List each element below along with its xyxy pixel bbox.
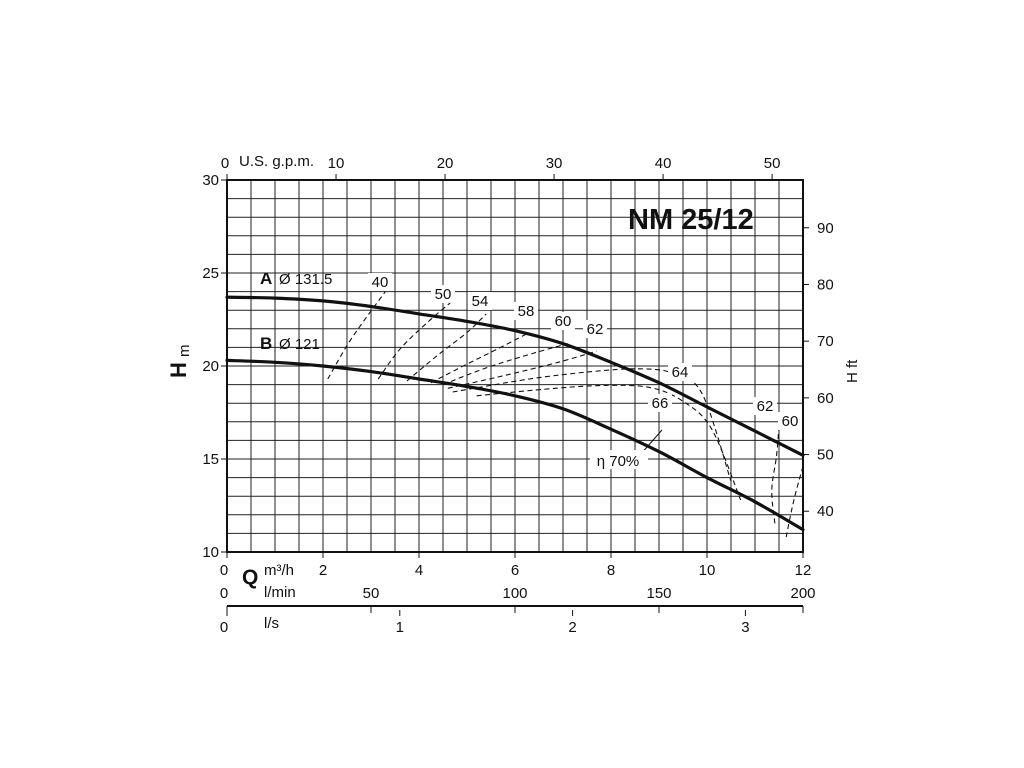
efficiency-label-54: 54 [472, 293, 489, 310]
efficiency-label-bg [778, 412, 802, 430]
lmin-tick-label: 0 [220, 585, 228, 602]
x-tick-label: 10 [699, 562, 716, 579]
efficiency-curve-60 [442, 343, 568, 386]
y-tick-label: 20 [202, 358, 219, 375]
x-tick-label: 12 [795, 562, 812, 579]
efficiency-label-bg [753, 397, 777, 415]
lmin-tick-label: 150 [646, 585, 671, 602]
x-tick-label: 6 [511, 562, 519, 579]
series-name-A: A [260, 269, 272, 288]
efficiency-curves [327, 291, 804, 538]
efficiency-label-64: 64 [672, 364, 689, 381]
efficiency-label-bg [668, 363, 692, 381]
efficiency-label-50: 50 [435, 286, 452, 303]
efficiency-curve-58 [430, 332, 530, 384]
x-tick-label: 0 [220, 562, 228, 579]
efficiency-label-60: 60 [782, 413, 799, 430]
y-tick-label: 10 [202, 544, 219, 561]
efficiency-label-66: 66 [652, 395, 669, 412]
ls-tick-label: 2 [568, 619, 576, 636]
y-right-tick-label: 70 [817, 333, 834, 350]
efficiency-label-bg [368, 273, 392, 291]
efficiency-curve-60 [785, 466, 804, 538]
x-top-tick-label: 50 [764, 155, 781, 172]
series-name-B: B [260, 334, 272, 353]
efficiency-label-60: 60 [555, 313, 572, 330]
ls-tick-label: 1 [396, 619, 404, 636]
efficiency-label-bg [648, 394, 672, 412]
x-tick-label: 4 [415, 562, 423, 579]
series-diameter-A: Ø 131.5 [279, 271, 332, 288]
efficiency-label-bg [431, 285, 455, 303]
efficiency-label-bg [551, 312, 575, 330]
x-top-tick-label: 0 [221, 155, 229, 172]
efficiency-curve-64 [452, 368, 732, 482]
efficiency-label-62: 62 [757, 398, 774, 415]
x-axis-lmin-label: l/min [264, 584, 296, 601]
efficiency-curve-66 [476, 384, 742, 501]
lmin-tick-label: 50 [363, 585, 380, 602]
x-tick-label: 8 [607, 562, 615, 579]
efficiency-curve-50 [377, 300, 453, 380]
efficiency-curve-40 [327, 291, 386, 380]
y-right-tick-label: 80 [817, 276, 834, 293]
efficiency-label-bg [514, 302, 538, 320]
lmin-tick-label: 200 [790, 585, 815, 602]
y-right-tick-label: 40 [817, 503, 834, 520]
y-right-tick-label: 60 [817, 390, 834, 407]
efficiency-curve-54 [406, 313, 487, 382]
chart-title: NM 25/12 [628, 204, 754, 236]
efficiency-label-bg [583, 320, 607, 338]
eta-annotation: η 70% [597, 453, 640, 470]
y-right-tick-label: 50 [817, 447, 834, 464]
x-tick-label: 2 [319, 562, 327, 579]
x-top-tick-label: 30 [546, 155, 563, 172]
ls-tick-label: 3 [741, 619, 749, 636]
efficiency-label-58: 58 [518, 303, 535, 320]
efficiency-label-bg [468, 292, 492, 310]
series-diameter-B: Ø 121 [279, 336, 320, 353]
x-axis-symbol: Q [242, 566, 258, 589]
lmin-tick-label: 100 [502, 585, 527, 602]
head-curve-B [225, 358, 805, 532]
head-curve-A [225, 295, 805, 457]
y-axis-unit: m [176, 345, 193, 358]
ls-tick-label: 0 [220, 619, 228, 636]
y-right-tick-label: 90 [817, 220, 834, 237]
y-axis-symbol: H [166, 362, 191, 378]
head-curves [225, 295, 805, 532]
y-tick-label: 30 [202, 172, 219, 189]
x-top-tick-label: 40 [655, 155, 672, 172]
x-axis-unit: m³/h [264, 562, 294, 579]
x-top-tick-label: 10 [328, 155, 345, 172]
efficiency-label-62: 62 [587, 321, 604, 338]
eta-label-bg [590, 450, 648, 469]
y-tick-label: 25 [202, 265, 219, 282]
efficiency-curve-62 [447, 350, 597, 389]
efficiency-label-40: 40 [372, 274, 389, 291]
y-tick-label: 15 [202, 451, 219, 468]
x-axis-top-label: U.S. g.p.m. [239, 153, 314, 170]
x-axis-ls-label: l/s [264, 615, 279, 632]
y-axis-right-label: H ft [844, 359, 861, 383]
x-top-tick-label: 20 [437, 155, 454, 172]
